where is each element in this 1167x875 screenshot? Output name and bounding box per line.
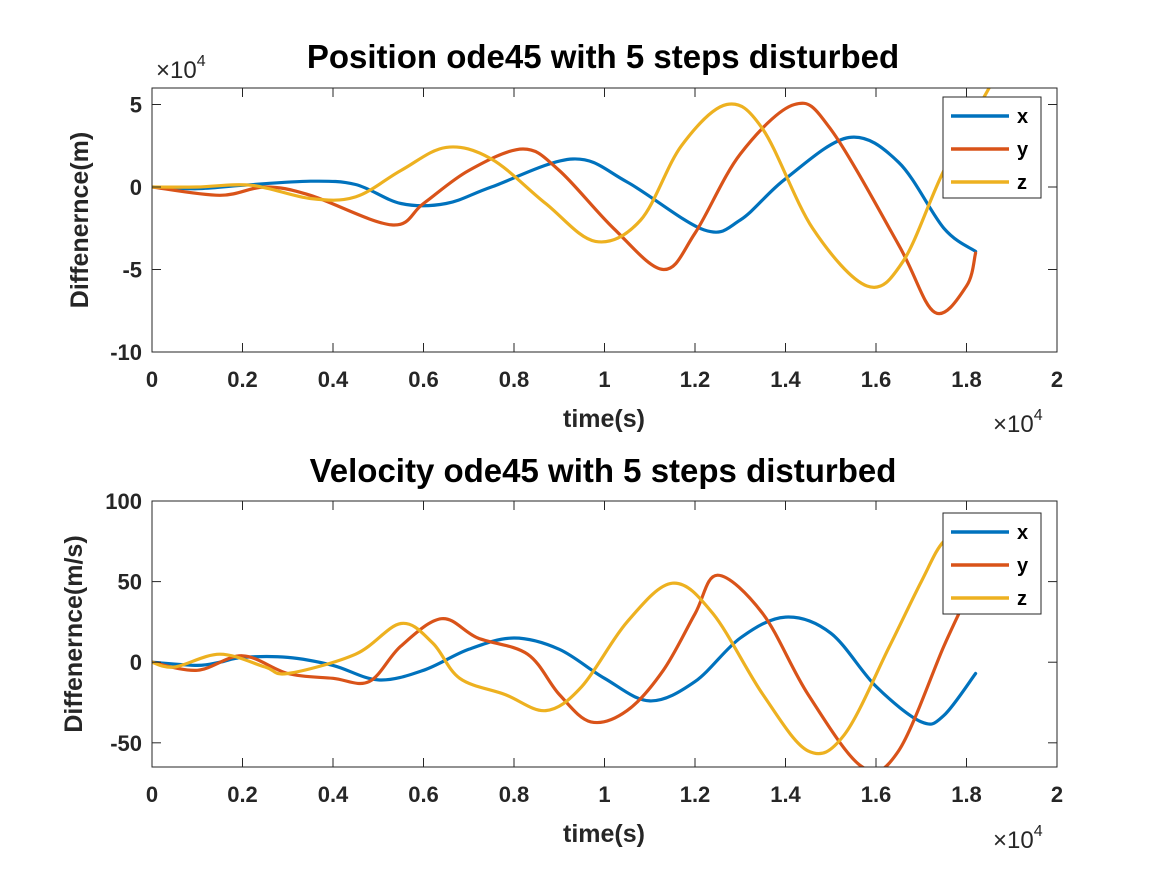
chart-title: Velocity ode45 with 5 steps disturbed xyxy=(310,452,897,489)
legend-label-z: z xyxy=(1017,588,1027,610)
x-tick-label: 2 xyxy=(1051,782,1063,807)
svg-text:×104: ×104 xyxy=(993,407,1043,438)
legend-label-x: x xyxy=(1017,522,1028,544)
svg-text:×104: ×104 xyxy=(156,53,206,84)
x-tick-label: 1.2 xyxy=(680,367,711,392)
x-tick-label: 0.2 xyxy=(227,367,258,392)
y-axis-label: Diffenernce(m) xyxy=(66,132,94,308)
x-axis-label: time(s) xyxy=(563,820,645,848)
x-tick-label: 1 xyxy=(598,782,610,807)
axes-box xyxy=(151,500,1058,768)
x-tick-label: 1 xyxy=(598,367,610,392)
legend-label-z: z xyxy=(1017,172,1027,194)
y-tick-label: 0 xyxy=(130,175,142,200)
y-axis: 100 50 0 -50 xyxy=(105,489,1057,756)
y-tick-label: 0 xyxy=(130,650,142,675)
plot-area xyxy=(152,88,991,316)
x-axis-label: time(s) xyxy=(563,405,645,433)
y-tick-label: 100 xyxy=(105,489,142,514)
svg-text:×104: ×104 xyxy=(993,823,1043,854)
x-tick-label: 0 xyxy=(146,782,158,807)
x-axis: 0 0.2 0.4 0.6 0.8 1 1.2 1.4 1.6 1.8 2 xyxy=(146,501,1063,807)
y-axis: 5 0 -5 -10 xyxy=(110,93,1057,365)
x-tick-label: 1.6 xyxy=(861,367,892,392)
x-tick-label: 0.2 xyxy=(227,782,258,807)
legend: xyz xyxy=(942,96,1042,199)
x-tick-label: 0.4 xyxy=(318,782,349,807)
x-tick-label: 2 xyxy=(1051,367,1063,392)
x-tick-label: 0.8 xyxy=(499,367,530,392)
plot-area xyxy=(152,534,978,767)
y-tick-label: 50 xyxy=(118,570,142,595)
legend-label-y: y xyxy=(1017,555,1029,577)
x-tick-label: 0 xyxy=(146,367,158,392)
series-line-x xyxy=(152,135,978,253)
chart-title: Position ode45 with 5 steps disturbed xyxy=(307,38,899,75)
series-line-y xyxy=(152,101,978,316)
x-tick-label: 0.8 xyxy=(499,782,530,807)
x-tick-label: 1.8 xyxy=(951,782,982,807)
x-tick-label: 1.2 xyxy=(680,782,711,807)
y-tick-label: -50 xyxy=(110,731,142,756)
series-line-z xyxy=(152,534,969,756)
legend: xyz xyxy=(942,512,1042,615)
x-tick-label: 1.4 xyxy=(770,782,801,807)
x-tick-label: 1.8 xyxy=(951,367,982,392)
x-tick-label: 1.6 xyxy=(861,782,892,807)
series-line-z xyxy=(152,88,991,289)
x-tick-label: 0.4 xyxy=(318,367,349,392)
x-tick-label: 1.4 xyxy=(770,367,801,392)
y-tick-label: 5 xyxy=(130,93,142,118)
legend-label-y: y xyxy=(1017,139,1029,161)
legend-label-x: x xyxy=(1017,106,1028,128)
y-tick-label: -5 xyxy=(122,258,142,283)
x-tick-label: 0.6 xyxy=(408,367,439,392)
x-axis: 0 0.2 0.4 0.6 0.8 1 1.2 1.4 1.6 1.8 2 xyxy=(146,88,1063,392)
series-line-x xyxy=(152,615,978,726)
series-line-y xyxy=(152,573,969,767)
y-axis-exponent: ×104 xyxy=(156,53,206,84)
x-tick-label: 0.6 xyxy=(408,782,439,807)
y-tick-label: -10 xyxy=(110,340,142,365)
x-axis-exponent: ×104 xyxy=(993,823,1043,854)
y-axis-label: Diffenernce(m/s) xyxy=(60,535,88,732)
x-axis-exponent: ×104 xyxy=(993,407,1043,438)
